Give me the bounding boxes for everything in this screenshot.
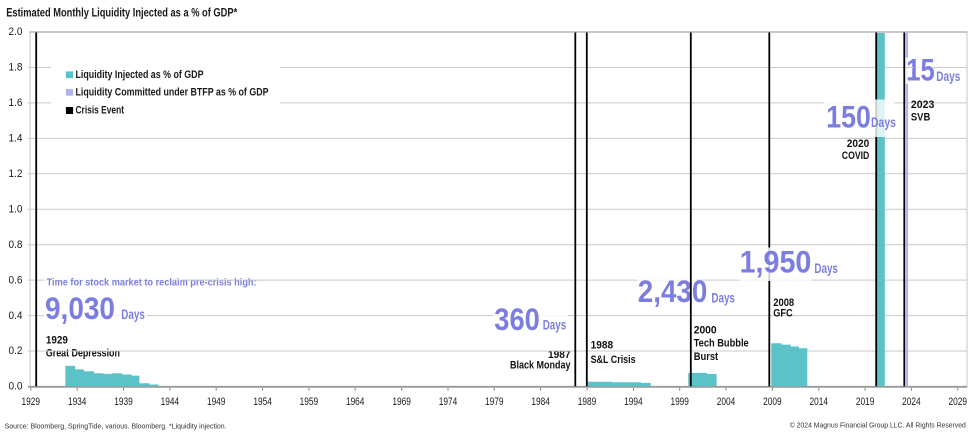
svg-text:1994: 1994 <box>624 396 643 408</box>
svg-text:2000: 2000 <box>694 325 717 337</box>
svg-text:15: 15 <box>906 52 935 87</box>
svg-text:2024: 2024 <box>902 396 921 408</box>
svg-text:Great Depression: Great Depression <box>46 348 120 360</box>
svg-text:Days: Days <box>711 290 735 305</box>
svg-text:0.2: 0.2 <box>9 345 23 357</box>
svg-text:1999: 1999 <box>670 396 689 408</box>
svg-text:SVB: SVB <box>911 112 930 124</box>
svg-text:Crisis Event: Crisis Event <box>76 105 125 117</box>
svg-text:Days: Days <box>814 261 838 276</box>
svg-text:150: 150 <box>826 99 871 134</box>
svg-text:0.0: 0.0 <box>9 381 23 393</box>
svg-text:1964: 1964 <box>346 396 365 408</box>
svg-text:1974: 1974 <box>439 396 458 408</box>
svg-text:Burst: Burst <box>694 351 719 363</box>
svg-text:Estimated Monthly Liquidity In: Estimated Monthly Liquidity Injected as … <box>6 5 237 19</box>
svg-text:GFC: GFC <box>773 308 793 320</box>
svg-text:2008: 2008 <box>773 297 794 309</box>
svg-text:1988: 1988 <box>591 340 614 352</box>
svg-text:Liquidity Committed under BTFP: Liquidity Committed under BTFP as % of G… <box>76 87 269 99</box>
svg-text:1984: 1984 <box>531 396 550 408</box>
svg-text:Black Monday: Black Monday <box>510 359 571 371</box>
svg-text:1944: 1944 <box>161 396 180 408</box>
svg-text:2014: 2014 <box>810 396 829 408</box>
svg-text:Tech Bubble: Tech Bubble <box>694 338 749 350</box>
svg-text:1934: 1934 <box>68 396 87 408</box>
svg-text:1929: 1929 <box>22 396 41 408</box>
svg-text:Days: Days <box>543 318 567 333</box>
svg-text:Days: Days <box>871 115 896 130</box>
svg-text:0.4: 0.4 <box>9 310 23 322</box>
svg-text:Liquidity Injected as % of GDP: Liquidity Injected as % of GDP <box>76 69 204 81</box>
svg-text:0.8: 0.8 <box>9 239 23 251</box>
svg-text:9,030: 9,030 <box>45 291 115 326</box>
svg-text:2020: 2020 <box>847 138 870 150</box>
svg-text:1.0: 1.0 <box>9 203 23 215</box>
svg-text:2004: 2004 <box>717 396 736 408</box>
svg-text:1954: 1954 <box>253 396 272 408</box>
svg-text:1.2: 1.2 <box>9 168 23 180</box>
svg-text:2.0: 2.0 <box>9 26 23 38</box>
svg-text:0.6: 0.6 <box>9 274 23 286</box>
svg-text:2,430: 2,430 <box>638 274 708 309</box>
svg-text:1969: 1969 <box>392 396 411 408</box>
svg-text:1959: 1959 <box>300 396 319 408</box>
svg-text:Time for stock market to recla: Time for stock market to reclaim pre-cri… <box>47 277 257 288</box>
svg-text:1979: 1979 <box>485 396 504 408</box>
svg-text:Days: Days <box>121 307 145 322</box>
svg-text:1.4: 1.4 <box>9 133 23 145</box>
svg-text:360: 360 <box>494 302 540 337</box>
svg-text:1.8: 1.8 <box>9 62 23 74</box>
svg-text:1989: 1989 <box>578 396 597 408</box>
svg-text:Source: Bloomberg, SpringTide,: Source: Bloomberg, SpringTide, various. … <box>5 422 227 431</box>
svg-text:1.6: 1.6 <box>9 97 23 109</box>
svg-text:2023: 2023 <box>911 99 934 111</box>
svg-text:2009: 2009 <box>763 396 782 408</box>
svg-text:1987: 1987 <box>548 349 571 361</box>
svg-text:1949: 1949 <box>207 396 226 408</box>
svg-text:1929: 1929 <box>46 334 68 346</box>
svg-text:2019: 2019 <box>856 396 875 408</box>
svg-text:© 2024 Magnus Financial Group: © 2024 Magnus Financial Group LLC. All R… <box>790 421 966 430</box>
svg-text:1939: 1939 <box>114 396 133 408</box>
svg-text:Days: Days <box>936 69 960 84</box>
svg-text:1,950: 1,950 <box>740 245 812 280</box>
svg-text:S&L Crisis: S&L Crisis <box>591 354 636 366</box>
svg-text:COVID: COVID <box>842 150 870 162</box>
svg-text:2029: 2029 <box>949 396 968 408</box>
